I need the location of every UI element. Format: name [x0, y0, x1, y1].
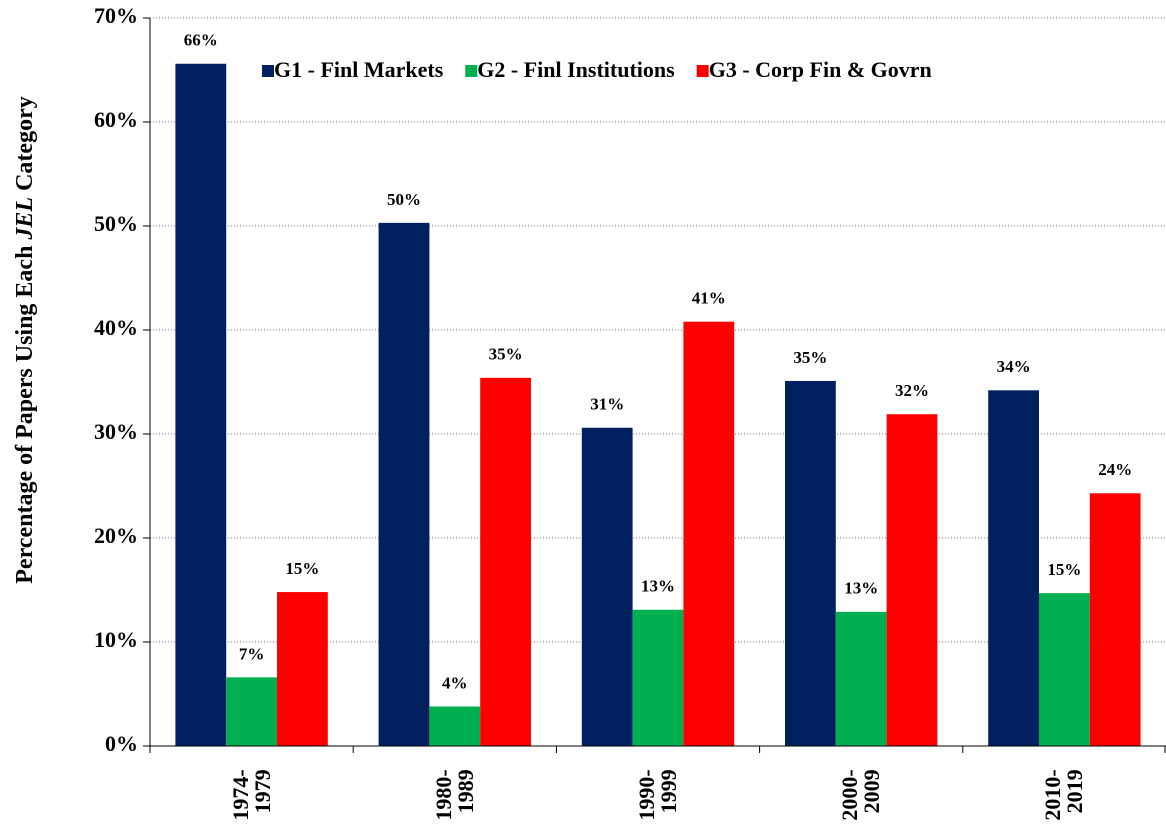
x-tick-label: 1980- 1989 — [430, 769, 478, 821]
data-label: 15% — [1047, 560, 1081, 579]
bar — [1089, 493, 1141, 746]
bar — [835, 611, 887, 746]
bar — [988, 390, 1039, 746]
y-label-part: Category — [12, 96, 38, 197]
y-tick-label: 20% — [94, 523, 138, 548]
bar — [683, 321, 735, 746]
data-label: 35% — [793, 348, 827, 367]
legend-label: G1 - Finl Markets — [274, 57, 444, 82]
x-tick-label: 1974- 1979 — [227, 769, 275, 821]
bar — [175, 63, 227, 746]
legend-label: G2 - Finl Institutions — [477, 57, 675, 82]
data-label: 35% — [489, 345, 523, 364]
data-label: 66% — [184, 31, 218, 50]
data-label: 15% — [285, 559, 319, 578]
y-tick-label: 10% — [94, 627, 138, 652]
y-tick-label: 0% — [105, 731, 138, 756]
data-label: 31% — [590, 395, 624, 414]
data-label: 32% — [895, 381, 929, 400]
data-label: 41% — [692, 289, 726, 308]
bar — [581, 427, 633, 746]
data-label: 13% — [844, 579, 878, 598]
data-label: 24% — [1098, 460, 1132, 479]
legend-swatch — [696, 65, 709, 77]
y-axis-label: Percentage of Papers Using Each JEL Cate… — [12, 96, 38, 583]
y-tick-label: 40% — [94, 315, 138, 340]
data-label: 13% — [641, 577, 675, 596]
y-tick-label: 50% — [94, 211, 138, 236]
bar — [429, 706, 481, 746]
bar — [886, 414, 938, 746]
bar — [378, 222, 430, 746]
x-tick-label: 1990- 1999 — [634, 769, 681, 821]
x-tick-label: 2010- 2019 — [1040, 769, 1088, 821]
bar — [480, 377, 531, 746]
bar — [632, 609, 684, 746]
data-label: 4% — [442, 673, 468, 692]
data-label: 34% — [997, 357, 1031, 376]
y-tick-label: 60% — [94, 107, 138, 132]
legend-swatch — [262, 65, 274, 77]
data-label: 7% — [239, 644, 265, 663]
bar — [785, 380, 836, 746]
y-tick-label: 30% — [94, 419, 138, 444]
legend-label: G3 - Corp Fin & Govrn — [709, 57, 932, 82]
data-label: 50% — [387, 190, 421, 209]
y-label-part: JEL — [12, 197, 38, 241]
bar — [226, 677, 277, 746]
y-label-part: Percentage of Papers Using Each — [12, 240, 38, 584]
legend-swatch — [465, 65, 478, 77]
bar — [277, 592, 328, 746]
y-tick-label: 70% — [94, 3, 138, 28]
bar — [1039, 593, 1090, 746]
x-tick-label: 2000- 2009 — [837, 769, 885, 821]
